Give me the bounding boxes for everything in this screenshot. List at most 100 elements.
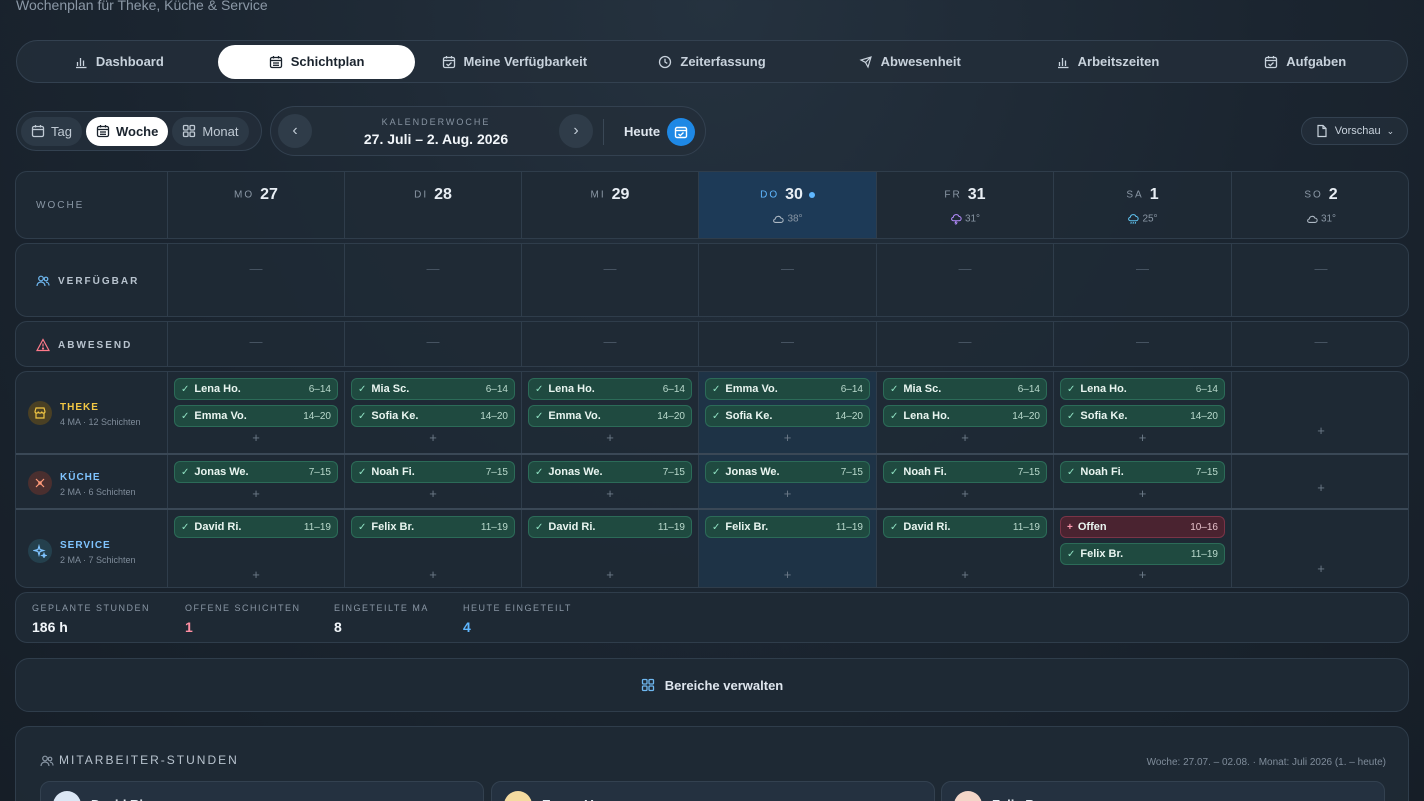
add-shift-button[interactable]: + xyxy=(1138,567,1147,582)
add-shift-button[interactable]: + xyxy=(429,430,437,445)
next-week-button[interactable]: › xyxy=(559,114,593,148)
shift-chip[interactable]: ✓ Mia Sc. 6–14 xyxy=(351,378,515,400)
add-shift-button[interactable]: + xyxy=(1138,430,1147,445)
view-day-button[interactable]: Tag xyxy=(21,116,82,146)
prev-week-button[interactable]: ‹ xyxy=(278,114,312,148)
shift-chip[interactable]: ✓ Emma Vo. 14–20 xyxy=(174,405,338,427)
shift-cell[interactable]: ✓ Mia Sc. 6–14 ✓ Lena Ho. 14–20 + xyxy=(876,372,1053,453)
shift-chip[interactable]: ✓ David Ri. 11–19 xyxy=(528,516,692,538)
available-cell[interactable]: — xyxy=(1231,244,1408,316)
absent-cell[interactable]: — xyxy=(1053,322,1231,366)
shift-cell[interactable]: ✓ Jonas We. 7–15 + xyxy=(167,455,344,508)
absent-cell[interactable]: — xyxy=(876,322,1053,366)
shift-cell[interactable]: ✓ David Ri. 11–19 + xyxy=(876,510,1053,587)
available-cell[interactable]: — xyxy=(1053,244,1231,316)
shift-cell[interactable]: ✓ Noah Fi. 7–15 + xyxy=(1053,455,1231,508)
day-header-mi[interactable]: MI 29 xyxy=(521,172,698,238)
add-shift-button[interactable]: + xyxy=(429,567,437,582)
shift-chip[interactable]: ✓ Lena Ho. 6–14 xyxy=(528,378,692,400)
shift-cell[interactable]: ✓ David Ri. 11–19 + xyxy=(167,510,344,587)
absent-cell[interactable]: — xyxy=(167,322,344,366)
shift-cell[interactable]: ✓ Lena Ho. 6–14 ✓ Emma Vo. 14–20 + xyxy=(521,372,698,453)
shift-cell[interactable]: ✓ Lena Ho. 6–14 ✓ Sofia Ke. 14–20 + xyxy=(1053,372,1231,453)
shift-chip[interactable]: ✓ Sofia Ke. 14–20 xyxy=(351,405,515,427)
shift-cell[interactable]: ✓ Felix Br. 11–19 + xyxy=(698,510,876,587)
shift-chip[interactable]: ✓ Felix Br. 11–19 xyxy=(1060,543,1225,565)
shift-chip[interactable]: ✓ Emma Vo. 14–20 xyxy=(528,405,692,427)
shift-cell[interactable]: ✓ Felix Br. 11–19 + xyxy=(344,510,521,587)
shift-chip[interactable]: ✓ Lena Ho. 6–14 xyxy=(1060,378,1225,400)
add-shift-button[interactable]: + xyxy=(1317,561,1325,576)
shift-chip[interactable]: ✓ Jonas We. 7–15 xyxy=(528,461,692,483)
shift-chip[interactable]: ✓ Felix Br. 11–19 xyxy=(705,516,870,538)
add-shift-button[interactable]: + xyxy=(252,430,260,445)
add-shift-button[interactable]: + xyxy=(252,486,260,501)
shift-chip[interactable]: ✓ Emma Vo. 6–14 xyxy=(705,378,870,400)
available-cell[interactable]: — xyxy=(521,244,698,316)
shift-cell[interactable]: ✓ Lena Ho. 6–14 ✓ Emma Vo. 14–20 + xyxy=(167,372,344,453)
manage-areas-button[interactable]: Bereiche verwalten xyxy=(15,658,1409,712)
add-shift-button[interactable]: + xyxy=(606,486,614,501)
add-shift-button[interactable]: + xyxy=(783,486,792,501)
add-shift-button[interactable]: + xyxy=(961,567,969,582)
tab-arbeitszeiten[interactable]: Arbeitszeiten xyxy=(1009,45,1207,79)
employee-hours-card[interactable]: David Ri. xyxy=(40,781,484,801)
shift-cell[interactable]: + xyxy=(1231,510,1408,587)
shift-chip[interactable]: ✓ Felix Br. 11–19 xyxy=(351,516,515,538)
today-button[interactable]: Heute xyxy=(624,124,661,139)
absent-cell[interactable]: — xyxy=(521,322,698,366)
add-shift-button[interactable]: + xyxy=(429,486,437,501)
absent-cell[interactable]: — xyxy=(698,322,876,366)
day-header-do[interactable]: DO 30 38° xyxy=(698,172,876,238)
shift-chip[interactable]: ✓ Lena Ho. 6–14 xyxy=(174,378,338,400)
shift-chip[interactable]: ✓ Sofia Ke. 14–20 xyxy=(705,405,870,427)
employee-hours-card[interactable]: Emma Vo. xyxy=(491,781,935,801)
shift-cell[interactable]: + xyxy=(1231,455,1408,508)
shift-chip[interactable]: ✓ David Ri. 11–19 xyxy=(174,516,338,538)
shift-chip[interactable]: ✓ Lena Ho. 14–20 xyxy=(883,405,1047,427)
day-header-so[interactable]: SO 2 31° xyxy=(1231,172,1408,238)
tab-zeiterfassung[interactable]: Zeiterfassung xyxy=(613,45,811,79)
shift-cell[interactable]: ✓ Noah Fi. 7–15 + xyxy=(344,455,521,508)
add-shift-button[interactable]: + xyxy=(1138,486,1147,501)
shift-chip[interactable]: ✓ Jonas We. 7–15 xyxy=(705,461,870,483)
today-calendar-button[interactable] xyxy=(667,118,695,146)
shift-chip[interactable]: ✓ Noah Fi. 7–15 xyxy=(883,461,1047,483)
tab-abwesenheit[interactable]: Abwesenheit xyxy=(811,45,1009,79)
day-header-sa[interactable]: SA 1 25° xyxy=(1053,172,1231,238)
tab-dashboard[interactable]: Dashboard xyxy=(20,45,218,79)
shift-chip[interactable]: ✓ Sofia Ke. 14–20 xyxy=(1060,405,1225,427)
view-month-button[interactable]: Monat xyxy=(172,116,249,146)
shift-cell[interactable]: ✓ Jonas We. 7–15 + xyxy=(698,455,876,508)
day-header-fr[interactable]: FR 31 31° xyxy=(876,172,1053,238)
add-shift-button[interactable]: + xyxy=(606,567,614,582)
day-header-di[interactable]: DI 28 xyxy=(344,172,521,238)
add-shift-button[interactable]: + xyxy=(783,567,792,582)
shift-cell[interactable]: ✓ Mia Sc. 6–14 ✓ Sofia Ke. 14–20 + xyxy=(344,372,521,453)
preview-dropdown[interactable]: Vorschau ⌄ xyxy=(1301,117,1408,145)
shift-chip[interactable]: ✓ Jonas We. 7–15 xyxy=(174,461,338,483)
shift-cell[interactable]: + xyxy=(1231,372,1408,453)
shift-cell[interactable]: ✓ David Ri. 11–19 + xyxy=(521,510,698,587)
available-cell[interactable]: — xyxy=(698,244,876,316)
available-cell[interactable]: — xyxy=(876,244,1053,316)
tab-aufgaben[interactable]: Aufgaben xyxy=(1206,45,1404,79)
add-shift-button[interactable]: + xyxy=(783,430,792,445)
shift-cell[interactable]: ✓ Emma Vo. 6–14 ✓ Sofia Ke. 14–20 + xyxy=(698,372,876,453)
shift-chip[interactable]: ✓ Mia Sc. 6–14 xyxy=(883,378,1047,400)
available-cell[interactable]: — xyxy=(344,244,521,316)
tab-meine-verfügbarkeit[interactable]: Meine Verfügbarkeit xyxy=(415,45,613,79)
add-shift-button[interactable]: + xyxy=(961,486,969,501)
shift-chip[interactable]: ✓ David Ri. 11–19 xyxy=(883,516,1047,538)
absent-cell[interactable]: — xyxy=(1231,322,1408,366)
available-cell[interactable]: — xyxy=(167,244,344,316)
add-shift-button[interactable]: + xyxy=(1317,423,1325,438)
add-shift-button[interactable]: + xyxy=(606,430,614,445)
day-header-mo[interactable]: MO 27 xyxy=(167,172,344,238)
add-shift-button[interactable]: + xyxy=(961,430,969,445)
open-shift-chip[interactable]: + Offen 10–16 xyxy=(1060,516,1225,538)
shift-cell[interactable]: ✓ Jonas We. 7–15 + xyxy=(521,455,698,508)
add-shift-button[interactable]: + xyxy=(252,567,260,582)
shift-chip[interactable]: ✓ Noah Fi. 7–15 xyxy=(351,461,515,483)
shift-cell[interactable]: + Offen 10–16 ✓ Felix Br. 11–19 + xyxy=(1053,510,1231,587)
